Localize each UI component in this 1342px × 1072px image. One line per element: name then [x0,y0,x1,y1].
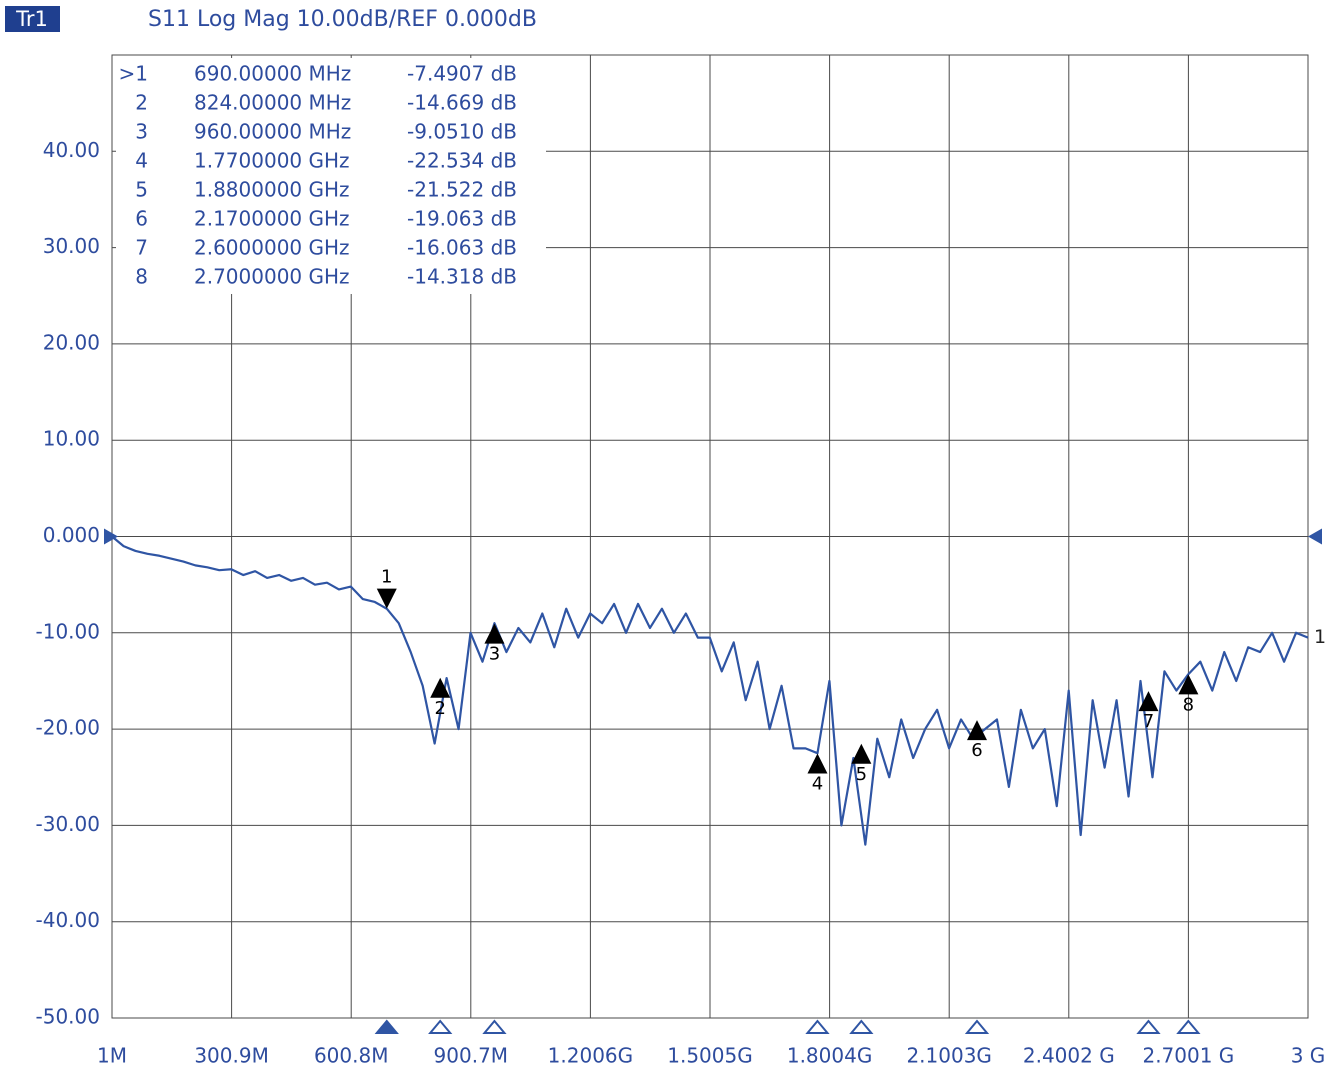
x-tick-label: 2.1003G [906,1044,991,1068]
x-tick-label: 600.8M [314,1044,389,1068]
marker [1178,674,1199,695]
marker-table-value: -19.063 dB [407,207,517,231]
marker-name: 1 [381,567,392,588]
marker-table-frequency: 2.6000000 GHz [194,236,350,260]
marker-table-frequency: 690.00000 MHz [194,62,351,86]
marker-position [1176,1019,1201,1034]
marker-table-frequency: 2.7000000 GHz [194,265,350,289]
marker-table-value: -14.669 dB [407,91,517,115]
y-tick-label: -20.00 [36,716,100,740]
marker-table-frequency: 2.1700000 GHz [194,207,350,231]
marker-position [964,1019,990,1034]
marker-table-label: >1 [119,62,148,86]
marker-table-label: 6 [135,207,148,231]
marker-name: 4 [812,774,823,795]
trace [111,535,1309,846]
marker [484,623,505,644]
marker [1138,691,1159,712]
trace-name: 1 [1314,626,1326,648]
y-tick-label: 20.00 [43,330,100,354]
marker-table-frequency: 1.8800000 GHz [194,178,350,202]
x-tick-label: 2.4002 G [1023,1044,1115,1068]
marker-table-value: -22.534 dB [407,149,517,173]
marker-table-frequency: 824.00000 MHz [194,91,351,115]
marker-table-value: -16.063 dB [407,236,517,260]
x-tick-label: 1.2006G [548,1044,633,1068]
marker-table-bg [116,58,546,294]
y-tick-label: 0.000 [43,523,100,547]
marker-name: 8 [1183,694,1194,715]
y-tick-label: 40.00 [43,138,100,162]
marker-name: 3 [489,644,500,665]
marker-name: 6 [971,740,982,761]
x-tick-label: 3 G [1291,1044,1326,1068]
marker-table-value: -21.522 dB [407,178,517,202]
trace-badge: Tr1 [15,7,48,31]
marker [430,677,451,698]
y-tick-label: -30.00 [36,812,100,836]
marker-table-label: 2 [135,91,148,115]
marker-name: 7 [1143,711,1154,732]
ref-marker-right [1308,528,1322,545]
x-tick-label: 2.7001 G [1142,1044,1234,1068]
marker-position [428,1019,453,1034]
marker [966,720,987,741]
marker-position [482,1019,507,1034]
y-tick-label: -10.00 [36,619,100,643]
marker [376,588,397,609]
marker-table-value: -14.318 dB [407,265,517,289]
x-tick-label: 300.9M [194,1044,269,1068]
y-tick-label: 30.00 [43,234,100,258]
marker-table-frequency: 960.00000 MHz [194,120,351,144]
marker-position [1136,1019,1161,1034]
marker-table-label: 5 [135,178,148,202]
ref-marker-left [104,528,118,545]
marker-table-label: 3 [135,120,148,144]
x-tick-label: 900.7M [434,1044,509,1068]
marker [851,743,872,764]
marker-table-label: 4 [135,149,148,173]
marker-table-value: -9.0510 dB [407,120,517,144]
y-tick-label: -50.00 [36,1005,100,1029]
marker-position [849,1019,874,1034]
chart-title: S11 Log Mag 10.00dB/REF 0.000dB [148,7,537,32]
y-tick-label: 10.00 [43,427,100,451]
x-tick-label: 1.8004G [787,1044,872,1068]
trace-badge-bg [5,6,60,32]
marker-table-label: 8 [135,265,148,289]
x-tick-label: 1M [97,1044,127,1068]
y-tick-label: -40.00 [36,908,100,932]
marker-table-frequency: 1.7700000 GHz [194,149,350,173]
marker-name: 2 [434,698,445,719]
marker [807,753,828,774]
marker-table-value: -7.4907 dB [407,62,517,86]
marker-position [374,1019,399,1034]
marker-name: 5 [856,764,867,785]
x-tick-label: 1.5005G [667,1044,752,1068]
marker-table-label: 7 [135,236,148,260]
marker-position [805,1019,830,1034]
